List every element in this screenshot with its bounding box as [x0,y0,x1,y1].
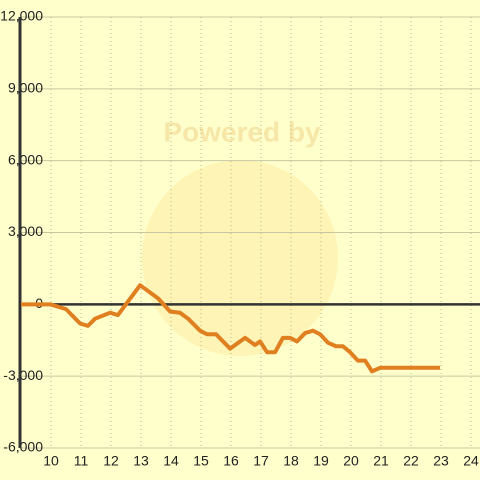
x-tick-label: 10 [43,453,59,469]
x-tick-label: 17 [253,453,269,469]
y-tick-label: 9,000 [8,80,43,96]
x-tick-label: 18 [283,453,299,469]
x-tick-label: 14 [163,453,179,469]
y-tick-label: -6,000 [3,439,43,455]
x-tick-label: 13 [133,453,149,469]
x-tick-label: 15 [193,453,209,469]
x-tick-label: 23 [433,453,449,469]
x-tick-label: 16 [223,453,239,469]
x-tick-label: 11 [74,453,89,469]
x-tick-label: 21 [373,453,389,469]
y-tick-label: 3,000 [8,223,43,239]
x-tick-label: 24 [463,453,479,469]
watermark-logo [142,160,338,356]
x-tick-label: 22 [403,453,419,469]
y-tick-label: 12,000 [0,8,43,24]
y-tick-label: -3,000 [3,367,43,383]
data-line [21,283,441,374]
y-tick-label: 6,000 [8,151,43,167]
x-tick-label: 20 [343,453,359,469]
x-tick-label: 19 [313,453,329,469]
watermark: Powered by [163,116,321,147]
x-tick-label: 12 [103,453,119,469]
